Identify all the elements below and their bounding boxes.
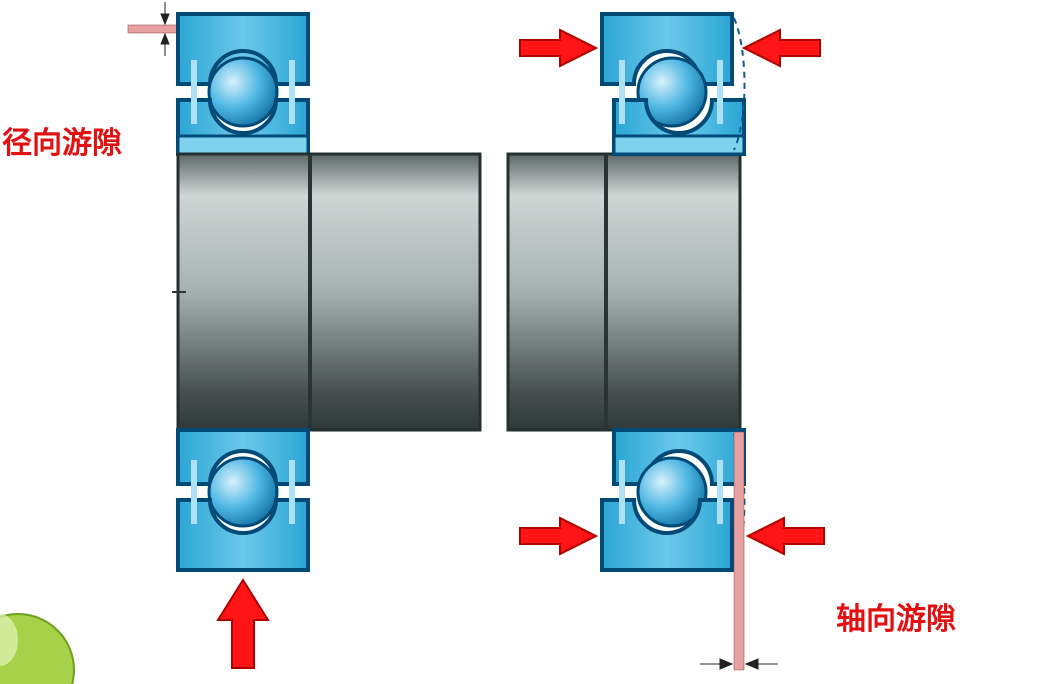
right-inner-lip-top (614, 136, 744, 154)
right-shaft-shoulder (604, 154, 608, 430)
radial-clearance-label: 径向游隙 (2, 118, 122, 162)
left-shaft-shoulder (308, 154, 312, 430)
right-shaft (508, 154, 740, 430)
left-ball-bottom (209, 458, 277, 526)
axial-gap-indicator (734, 432, 744, 670)
bearing-clearance-diagram (0, 0, 1040, 684)
axial-clearance-label: 轴向游隙 (836, 594, 956, 638)
left-ball-top (209, 58, 277, 126)
left-shaft (178, 154, 480, 430)
